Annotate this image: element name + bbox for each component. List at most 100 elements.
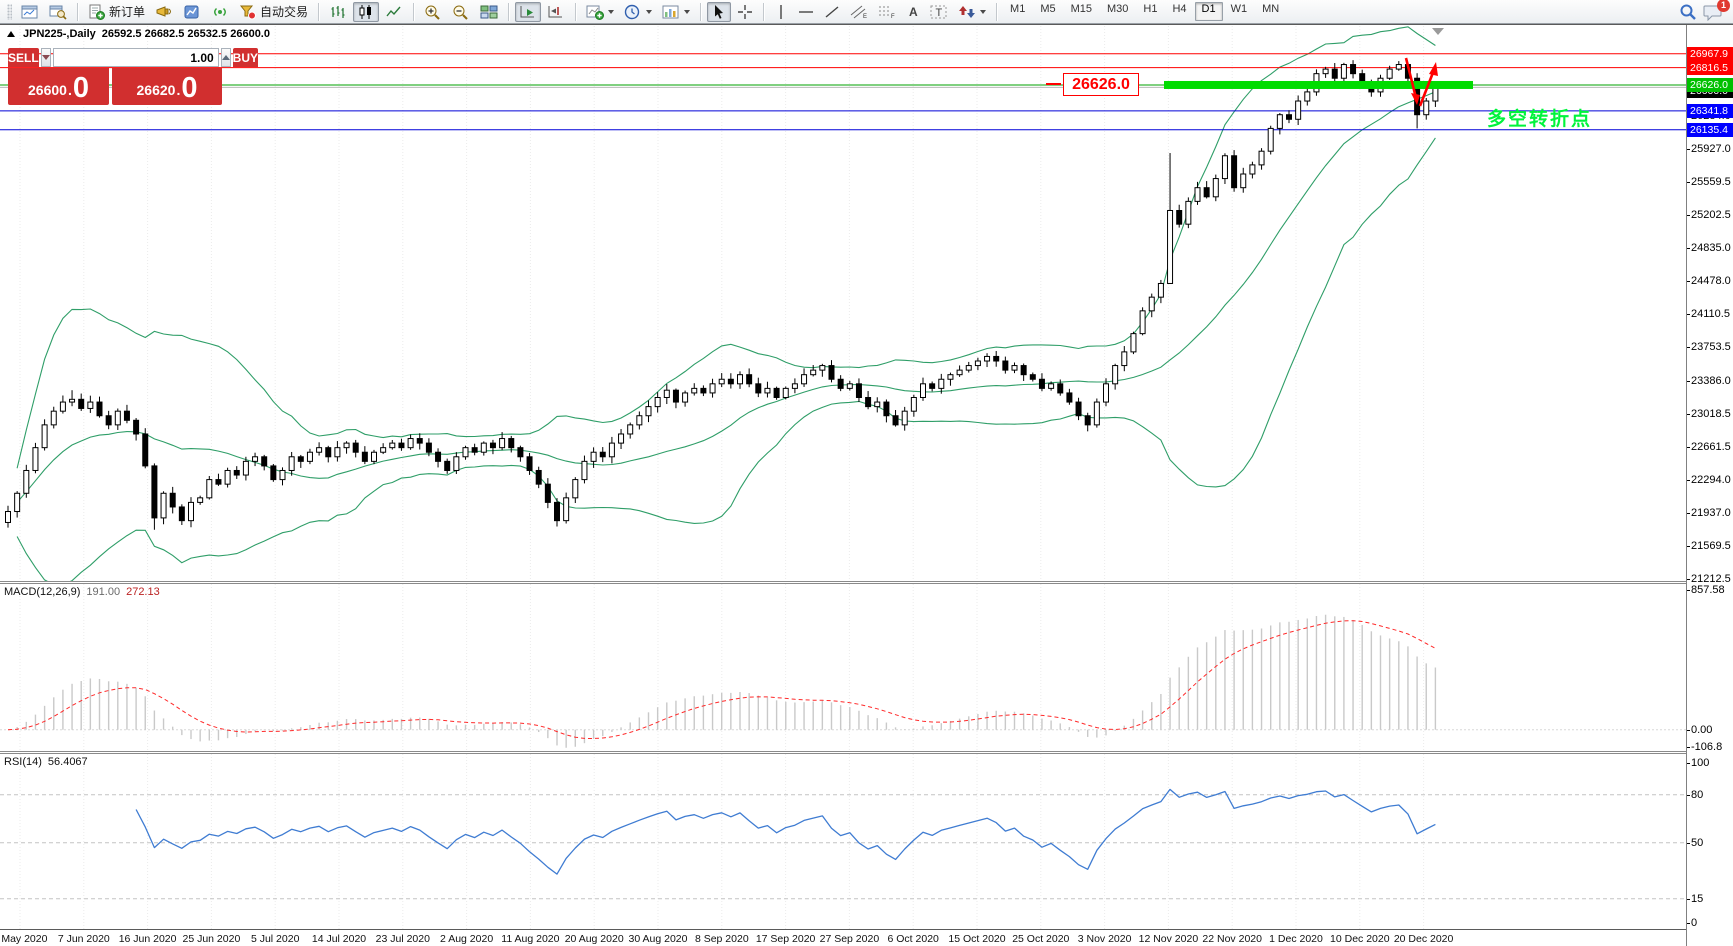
sell-price-dot: .	[67, 82, 72, 98]
toolbar-separator	[575, 2, 577, 21]
svg-text:E: E	[863, 14, 867, 20]
date-label: 6 Oct 2020	[887, 933, 939, 945]
templates-button[interactable]	[658, 2, 694, 22]
sell-button[interactable]: SELL	[8, 48, 39, 67]
zoom-out-icon	[453, 5, 468, 20]
auto-trading-icon	[239, 5, 257, 19]
one-click-trade-panel: SELL BUY 26600.0 26620.0	[8, 48, 259, 105]
buy-button[interactable]: BUY	[232, 48, 259, 67]
timeframe-button-M1[interactable]: M1	[1010, 3, 1026, 15]
vertical-line-tool-button[interactable]	[770, 2, 792, 22]
timeframe-button-M30[interactable]: M30	[1107, 3, 1129, 15]
price-annotation-box[interactable]: 26626.0	[1063, 73, 1139, 96]
timeframe-button-M5[interactable]: M5	[1040, 3, 1056, 15]
line-chart-button[interactable]	[381, 2, 407, 22]
new-chart-button[interactable]	[17, 2, 43, 22]
date-label: 12 Nov 2020	[1138, 933, 1199, 945]
volume-increase-button[interactable]	[220, 48, 231, 67]
pane-separator[interactable]	[0, 751, 1686, 754]
rsi-canvas[interactable]	[0, 754, 1686, 929]
turning-point-annotation[interactable]: 多空转折点	[1487, 109, 1593, 130]
volume-input[interactable]	[52, 48, 219, 67]
toolbar-grip[interactable]	[7, 3, 12, 20]
text-label-tool-button[interactable]: T	[926, 2, 952, 22]
bar-chart-button[interactable]	[325, 2, 351, 22]
axis-tick-label: 857.58	[1691, 584, 1725, 597]
axis-tick-label: -106.8	[1691, 741, 1723, 754]
date-label: 30 Aug 2020	[628, 933, 688, 945]
date-label: 10 Dec 2020	[1330, 933, 1390, 945]
sell-price-big-digit: 0	[72, 72, 89, 104]
macd-canvas[interactable]	[0, 584, 1686, 751]
date-label: 17 Sep 2020	[755, 933, 816, 945]
macd-pane[interactable]: MACD(12,26,9) 191.00 272.13	[0, 584, 1686, 751]
search-icon[interactable]	[1679, 3, 1697, 21]
indicators-button[interactable]	[582, 2, 618, 22]
channel-tool-button[interactable]: E	[846, 2, 872, 22]
timeframe-button-D1[interactable]: D1	[1194, 2, 1223, 21]
horn-icon	[156, 5, 172, 17]
chart-canvas[interactable]	[0, 26, 1686, 581]
zoom-out-button[interactable]	[448, 2, 474, 22]
fibonacci-icon: F	[879, 6, 895, 20]
price-level-chip: 26341.8	[1687, 103, 1733, 118]
pane-separator[interactable]	[0, 581, 1686, 584]
buy-price-big-digit: 0	[181, 72, 198, 104]
buy-price-display[interactable]: 26620. 0	[112, 68, 222, 105]
timeframe-button-W1[interactable]: W1	[1230, 3, 1248, 15]
dropdown-caret-icon	[684, 9, 691, 14]
new-order-button[interactable]: 新订单	[84, 2, 149, 22]
crosshair-icon	[738, 4, 753, 19]
date-label: 20 Dec 2020	[1393, 933, 1454, 945]
axis-tick-mark	[1687, 794, 1690, 796]
time-axis[interactable]: 8 May 2020 7 Jun 2020 16 Jun 2020 25 Jun 20…	[0, 929, 1686, 946]
alerts-button[interactable]	[151, 2, 177, 22]
candlestick-chart-button[interactable]	[353, 1, 380, 22]
svg-text:T: T	[936, 7, 943, 19]
macd-label: MACD(12,26,9) 191.00 272.13	[4, 586, 160, 598]
horizontal-line-tool-button[interactable]	[794, 2, 818, 22]
axis-tick-label: 22294.0	[1691, 474, 1731, 487]
chat-button[interactable]: 1	[1703, 0, 1730, 21]
sell-price-display[interactable]: 26600. 0	[8, 68, 109, 105]
volume-decrease-button[interactable]	[40, 48, 51, 67]
sell-price-main: 26600	[28, 82, 67, 98]
cursor-tool-button[interactable]	[707, 1, 732, 22]
ohlc-bars-icon	[331, 5, 345, 18]
chart-shift-button[interactable]	[543, 2, 569, 22]
metaeditor-button[interactable]	[179, 2, 205, 22]
timeframe-button-M15[interactable]: M15	[1070, 3, 1092, 15]
buy-price-main: 26620	[136, 82, 176, 98]
timeframe-button-H4[interactable]: H4	[1172, 3, 1187, 15]
auto-scroll-button[interactable]	[515, 1, 542, 22]
dropdown-caret-icon	[980, 9, 987, 14]
main-chart-pane[interactable]: JPN225-,Daily 26592.5 26682.5 26532.5 26…	[0, 26, 1686, 581]
main-toolbar: 新订单 自动交易	[0, 0, 1733, 24]
rsi-pane[interactable]: RSI(14) 56.4067	[0, 754, 1686, 929]
timeframe-button-MN[interactable]: MN	[1262, 3, 1280, 15]
signals-button[interactable]	[207, 2, 233, 22]
tile-windows-icon	[480, 5, 498, 18]
zoom-in-button[interactable]	[420, 2, 446, 22]
axis-tick-mark	[1687, 842, 1690, 844]
shapes-tool-button[interactable]	[954, 2, 990, 22]
equidistant-channel-icon: E	[850, 5, 867, 20]
crosshair-tool-button[interactable]	[733, 2, 757, 22]
auto-trading-button[interactable]: 自动交易	[235, 2, 312, 22]
new-order-icon	[89, 4, 105, 20]
indicators-icon	[586, 5, 605, 20]
price-axis[interactable]: 26284.025927.025559.525202.524835.024478…	[1686, 25, 1733, 946]
axis-tick-mark	[1687, 747, 1690, 749]
date-label: 22 Nov 2020	[1202, 933, 1262, 945]
timeframe-button-H1[interactable]: H1	[1143, 3, 1158, 15]
date-label: 15 Oct 2020	[948, 933, 1006, 945]
fibonacci-tool-button[interactable]: F	[874, 2, 900, 22]
periods-button[interactable]	[620, 2, 656, 22]
trendline-tool-button[interactable]	[820, 2, 844, 22]
tile-windows-button[interactable]	[476, 2, 502, 22]
date-label: 25 Oct 2020	[1012, 933, 1070, 945]
profiles-button[interactable]	[45, 2, 71, 22]
axis-tick-label: 23386.0	[1691, 374, 1731, 387]
axis-tick-mark	[1687, 546, 1690, 548]
text-tool-button[interactable]: A	[902, 2, 924, 22]
